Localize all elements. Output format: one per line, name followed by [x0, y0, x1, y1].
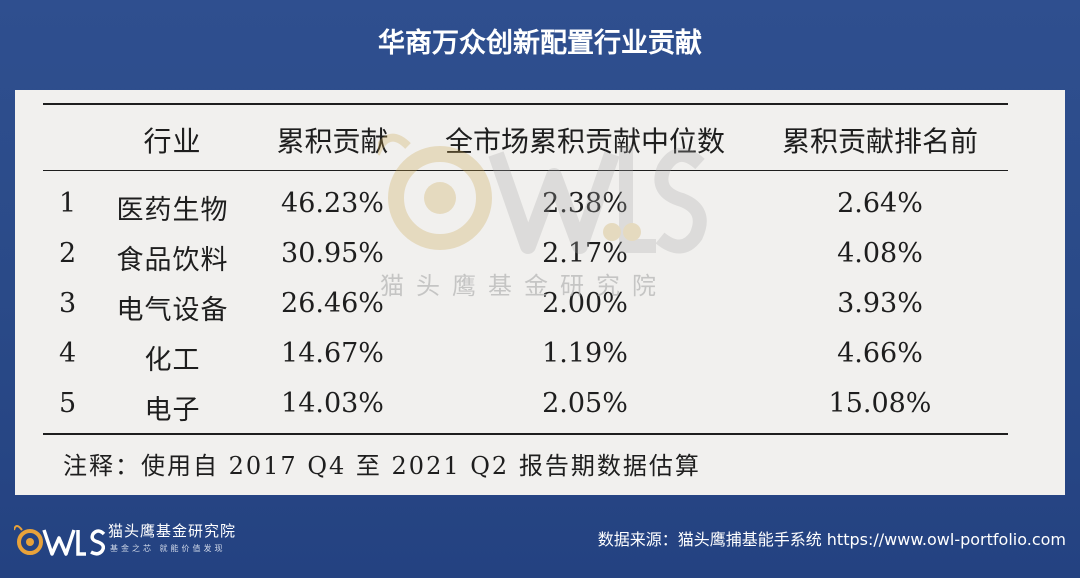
row-cumulative: 46.23%	[281, 188, 384, 219]
row-rank: 4.66%	[837, 338, 923, 369]
watermark-logo	[378, 133, 707, 254]
table-bottom-rule	[43, 433, 1008, 435]
header-cumulative: 累积贡献	[276, 125, 389, 158]
data-source: 数据来源：猫头鹰捕基能手系统 https://www.owl-portfolio…	[597, 530, 1066, 549]
header-industry: 行业	[143, 125, 202, 158]
table-top-rule	[43, 103, 1008, 105]
owls-logo-icon	[14, 525, 106, 556]
brand-name: 猫头鹰基金研究院	[108, 522, 237, 540]
row-cumulative: 30.95%	[281, 238, 384, 269]
row-rank: 4.08%	[837, 238, 923, 269]
row-cumulative: 26.46%	[281, 288, 384, 319]
row-industry: 医药生物	[116, 195, 229, 226]
row-median: 2.00%	[542, 288, 628, 319]
row-rank: 3.93%	[837, 288, 923, 319]
row-industry: 化工	[144, 345, 201, 376]
row-cumulative: 14.03%	[281, 388, 384, 419]
row-median: 2.38%	[542, 188, 628, 219]
row-median: 2.17%	[542, 238, 628, 269]
page-title: 华商万众创新配置行业贡献	[378, 28, 702, 59]
header-market-median: 全市场累积贡献中位数	[444, 125, 725, 158]
watermark-text: 猫头鹰基金研究院	[380, 272, 668, 300]
row-number: 4	[59, 338, 77, 369]
data-table: 行业 累积贡献 全市场累积贡献中位数 累积贡献排名前 1 医药生物 46.23%…	[15, 90, 1065, 495]
row-median: 1.19%	[542, 338, 628, 369]
row-industry: 电气设备	[116, 295, 229, 326]
table-note: 注释：使用自 2017 Q4 至 2021 Q2 报告期数据估算	[63, 452, 701, 480]
header-rank: 累积贡献排名前	[781, 125, 978, 158]
brand-slogan: 基金之芯 就能价值发现	[110, 544, 226, 553]
row-number: 5	[59, 388, 77, 419]
row-median: 2.05%	[542, 388, 628, 419]
row-rank: 2.64%	[837, 188, 923, 219]
row-number: 2	[59, 238, 77, 269]
row-number: 1	[59, 188, 77, 219]
row-industry: 电子	[144, 395, 201, 426]
row-number: 3	[59, 288, 77, 319]
table-header-rule	[43, 170, 1008, 171]
row-rank: 15.08%	[828, 388, 932, 419]
row-cumulative: 14.67%	[281, 338, 384, 369]
row-industry: 食品饮料	[116, 245, 229, 276]
